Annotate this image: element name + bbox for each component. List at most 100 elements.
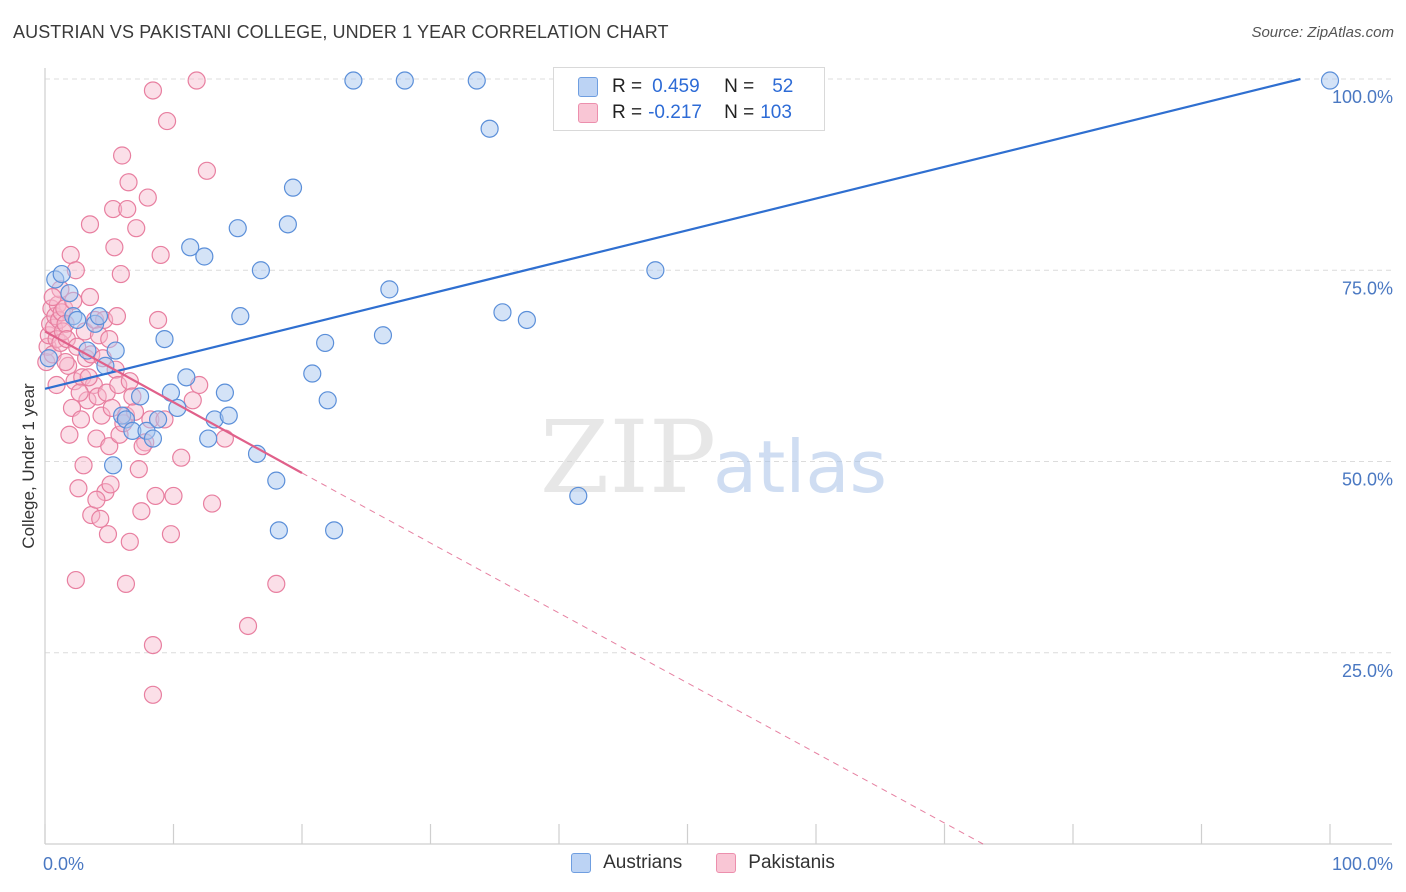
pakistanis-point [120, 532, 139, 551]
source-label: Source: ZipAtlas.com [1251, 24, 1394, 41]
chart-title: AUSTRIAN VS PAKISTANI COLLEGE, UNDER 1 Y… [13, 22, 669, 42]
austrians-point [106, 341, 125, 360]
pakistanis-point [132, 502, 151, 521]
pakistanis-point [129, 460, 148, 479]
pakistanis-point [43, 287, 62, 307]
austrians-point [318, 391, 337, 410]
pakistanis-point [92, 406, 111, 425]
pakistanis-point [74, 456, 93, 475]
y-tick-label: 25.0% [1342, 661, 1393, 681]
legend-n-value: 52 [772, 76, 794, 97]
austrians-point [269, 521, 288, 540]
austrians-point [52, 264, 71, 284]
legend-row-pakistanis: R = -0.217 N = 103 [578, 101, 792, 125]
pakistanis-point [116, 574, 136, 594]
austrians-point [480, 119, 499, 138]
austrians-point [177, 368, 196, 387]
pakistanis-point [118, 199, 137, 219]
austrians-point [39, 349, 58, 368]
austrians-point [646, 261, 665, 280]
pakistanis-point [109, 375, 128, 395]
watermark: ZIP atlas [540, 399, 887, 516]
y-tick-label: 100.0% [1332, 87, 1393, 107]
austrians-point [467, 71, 486, 90]
austrians-point [130, 387, 150, 406]
austrians-point [380, 280, 399, 299]
pakistanis-point [104, 199, 123, 219]
y-tick-label: 75.0% [1342, 278, 1393, 298]
pakistanis-point [161, 525, 181, 544]
pakistanis-point [88, 387, 107, 406]
austrians-point [569, 486, 588, 506]
pakistanis-point [187, 71, 206, 90]
legend-n-label: N = [724, 76, 755, 97]
pakistanis-point [183, 391, 202, 410]
pakistanis-point [107, 307, 127, 326]
watermark-atlas: atlas [713, 425, 887, 509]
austrians-point [148, 410, 168, 429]
austrians-point [228, 219, 247, 238]
pakistanis-point [267, 574, 286, 594]
legend-item-pakistanis[interactable]: Pakistanis [716, 852, 835, 874]
pakistanis-point [151, 245, 170, 265]
pakistanis-point [164, 486, 183, 506]
pakistanis-point [78, 391, 97, 410]
legend-item-austrians[interactable]: Austrians [571, 852, 682, 874]
pakistanis-point [148, 310, 168, 330]
austrians-points [39, 71, 1340, 540]
legend-label-pakistanis: Pakistanis [748, 852, 835, 873]
x-tick-label: 100.0% [1332, 854, 1393, 874]
pakistanis-point [119, 173, 138, 192]
legend-n-value: 103 [760, 102, 792, 123]
austrians-point [344, 71, 363, 90]
austrians-point [493, 303, 512, 322]
austrians-point [316, 333, 335, 353]
austrians-point [68, 310, 87, 330]
pakistanis-point [105, 238, 124, 257]
pakistanis-point [61, 245, 80, 265]
pakistanis-point [66, 570, 85, 590]
legend-label-austrians: Austrians [603, 852, 683, 873]
pakistanis-point [91, 509, 110, 528]
austrians-point [373, 326, 393, 345]
grid-lines [45, 78, 1392, 654]
legend-swatch-austrians [571, 853, 592, 873]
legend-r-label: R = [612, 76, 643, 97]
pakistanis-point [60, 425, 79, 444]
watermark-zip: ZIP [540, 399, 716, 516]
legend-r-value: -0.217 [648, 102, 702, 123]
pakistanis-point [238, 616, 258, 636]
pakistanis-point [69, 479, 88, 498]
austrians-point [395, 71, 414, 90]
austrians-point [231, 307, 250, 326]
pakistanis-point [146, 486, 165, 506]
pakistanis-point [112, 146, 132, 165]
austrians-point [517, 310, 536, 330]
legend-r-value: 0.459 [652, 76, 700, 97]
pakistanis-trend-line [44, 330, 303, 474]
austrians-point [155, 330, 174, 349]
pakistanis-point [80, 215, 100, 234]
austrians-trend-line [44, 77, 1301, 390]
austrians-point [267, 471, 286, 490]
pakistanis-point [157, 111, 177, 131]
y-axis-label: College, Under 1 year [19, 383, 38, 549]
austrians-point [89, 307, 109, 326]
pakistanis-point [56, 352, 75, 372]
legend-swatch-pakistanis [716, 853, 737, 873]
pakistanis-point [70, 383, 89, 402]
pakistanis-point [101, 475, 120, 494]
austrians-point [143, 429, 163, 448]
pakistanis-trend-extension [301, 472, 984, 845]
trend-lines [44, 77, 1301, 845]
pakistanis-point [197, 161, 217, 180]
pakistanis-point [100, 437, 119, 456]
austrians-point [251, 261, 270, 280]
austrians-point [1320, 71, 1340, 90]
austrians-point [303, 364, 322, 383]
pakistanis-point [143, 635, 163, 655]
pakistanis-point [138, 188, 157, 207]
legend-r-label: R = [612, 102, 643, 123]
legend-swatch-austrians [578, 77, 598, 97]
